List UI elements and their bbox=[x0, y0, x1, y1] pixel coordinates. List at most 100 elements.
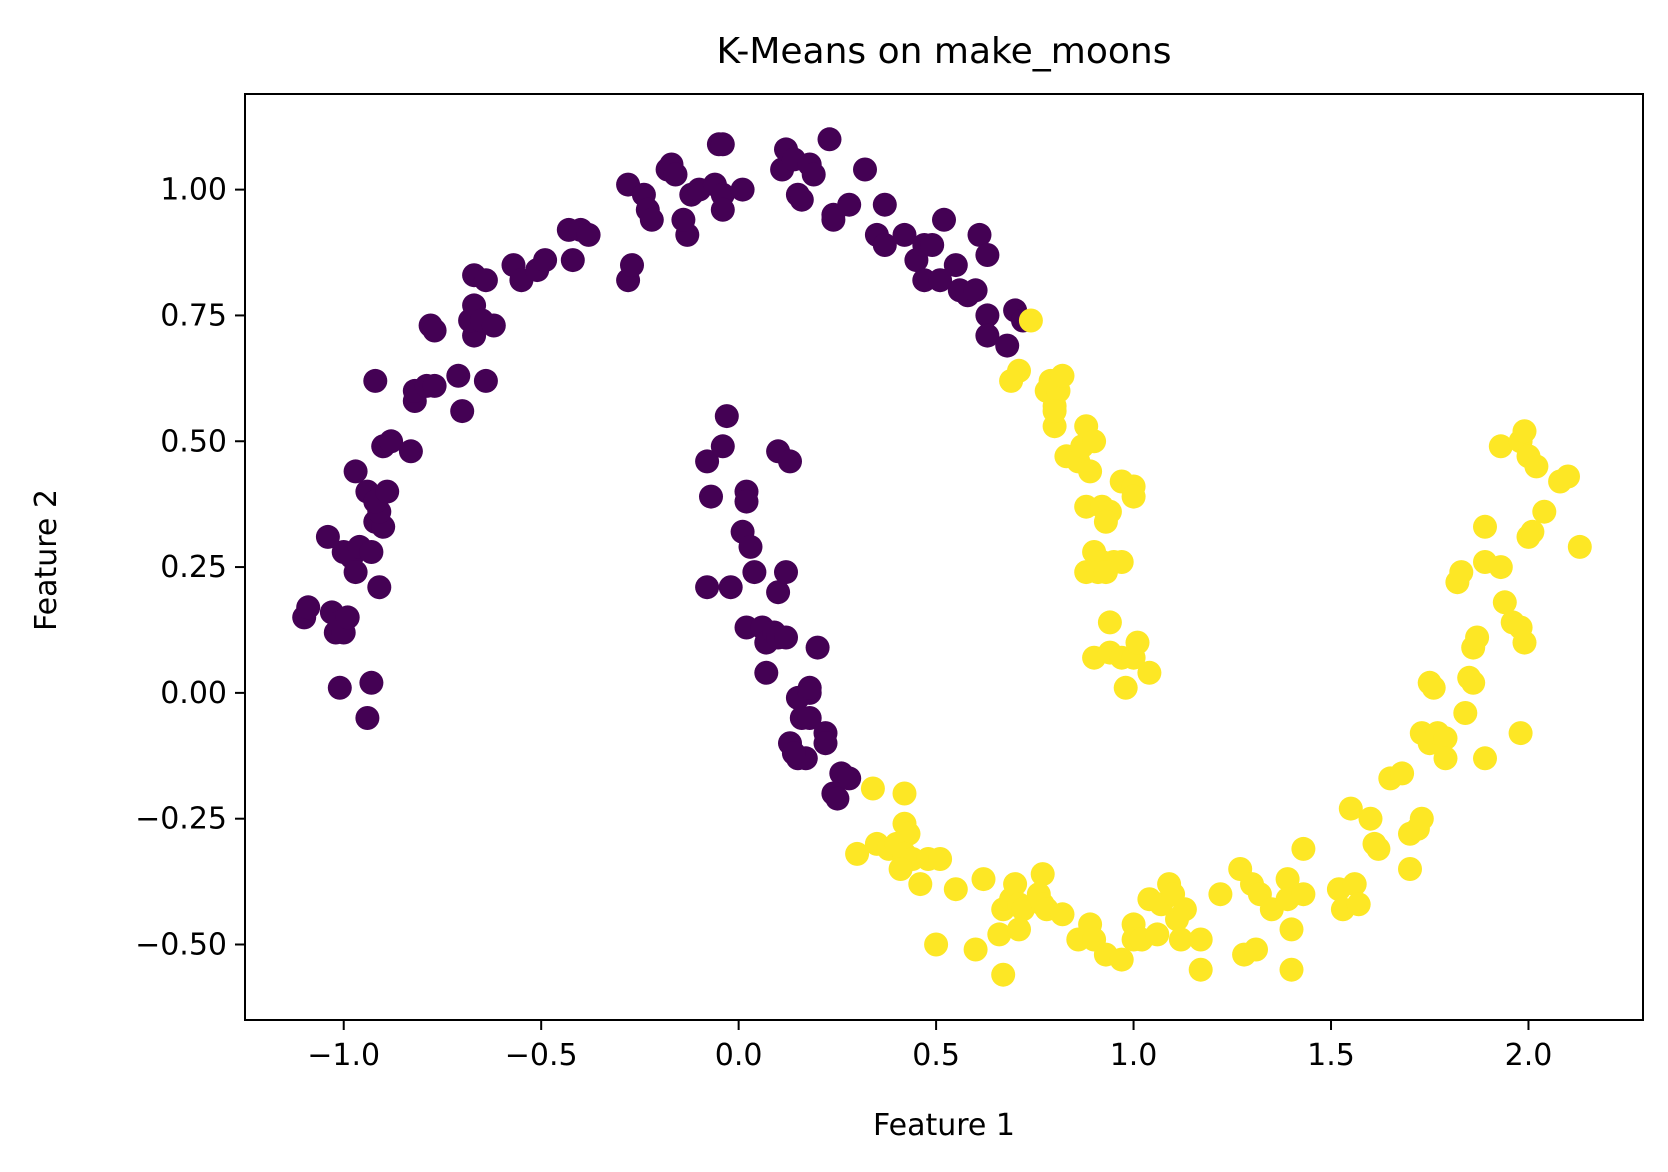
cluster-1-point bbox=[1030, 862, 1055, 887]
cluster-0-point bbox=[327, 675, 352, 700]
x-tick-label: −0.5 bbox=[505, 1038, 578, 1073]
cluster-0-point bbox=[695, 575, 720, 600]
x-tick-label: 0.5 bbox=[912, 1038, 960, 1073]
cluster-0-point bbox=[813, 731, 838, 756]
cluster-1-point bbox=[845, 841, 870, 866]
cluster-1-point bbox=[1113, 675, 1138, 700]
cluster-0-point bbox=[375, 479, 400, 504]
cluster-1-point bbox=[1050, 902, 1075, 927]
cluster-0-point bbox=[695, 449, 720, 474]
cluster-1-point bbox=[1512, 419, 1537, 444]
cluster-1-point bbox=[1050, 363, 1075, 388]
cluster-1-point bbox=[1409, 806, 1434, 831]
cluster-1-point bbox=[860, 776, 885, 801]
cluster-1-point bbox=[1524, 454, 1549, 479]
cluster-0-point bbox=[639, 207, 664, 232]
cluster-1-point bbox=[1244, 937, 1268, 962]
cluster-0-point bbox=[932, 207, 956, 232]
cluster-0-point bbox=[734, 489, 759, 514]
x-tick-label: 1.5 bbox=[1307, 1038, 1355, 1073]
cluster-1-point bbox=[1398, 857, 1422, 881]
cluster-1-point bbox=[928, 847, 953, 871]
cluster-0-point bbox=[446, 363, 471, 388]
cluster-1-point bbox=[1358, 806, 1383, 831]
cluster-1-point bbox=[1042, 399, 1067, 424]
cluster-0-point bbox=[718, 575, 743, 600]
cluster-0-point bbox=[805, 635, 830, 660]
y-tick-label: 0.50 bbox=[160, 424, 227, 459]
cluster-1-point bbox=[1390, 761, 1415, 786]
y-tick-label: −0.25 bbox=[135, 802, 227, 837]
cluster-1-point bbox=[1208, 882, 1233, 907]
cluster-0-point bbox=[710, 434, 735, 459]
cluster-0-point bbox=[975, 323, 1000, 348]
cluster-1-point bbox=[1078, 459, 1103, 484]
y-tick-label: −0.50 bbox=[135, 928, 227, 963]
cluster-0-point bbox=[714, 404, 739, 429]
x-tick-label: 2.0 bbox=[1505, 1038, 1553, 1073]
cluster-1-point bbox=[1473, 746, 1497, 771]
cluster-1-point bbox=[1338, 796, 1363, 821]
cluster-1-point bbox=[1342, 872, 1367, 897]
cluster-1-point bbox=[1093, 560, 1118, 585]
chart-title: K-Means on make_moons bbox=[717, 31, 1172, 72]
cluster-1-point bbox=[1488, 434, 1513, 459]
cluster-0-point bbox=[774, 625, 798, 650]
x-tick-label: −1.0 bbox=[307, 1038, 380, 1073]
cluster-1-point bbox=[924, 932, 949, 957]
cluster-0-point bbox=[754, 660, 779, 685]
cluster-1-point bbox=[1011, 897, 1035, 922]
cluster-1-point bbox=[1291, 836, 1316, 861]
cluster-0-point bbox=[825, 786, 850, 811]
cluster-1-point bbox=[1018, 308, 1043, 333]
cluster-0-point bbox=[355, 706, 380, 730]
cluster-1-point bbox=[987, 922, 1012, 947]
cluster-1-point bbox=[1003, 872, 1028, 897]
cluster-0-point bbox=[928, 268, 953, 293]
cluster-1-point bbox=[963, 937, 988, 962]
cluster-0-point bbox=[422, 373, 447, 398]
cluster-0-point bbox=[742, 560, 767, 585]
cluster-0-point bbox=[797, 706, 822, 730]
cluster-0-point bbox=[817, 127, 842, 152]
cluster-1-point bbox=[1346, 892, 1371, 917]
cluster-1-point bbox=[892, 781, 917, 806]
cluster-0-point bbox=[821, 207, 846, 232]
cluster-1-point bbox=[1188, 927, 1213, 952]
cluster-0-point bbox=[920, 233, 945, 257]
cluster-1-point bbox=[1168, 927, 1193, 952]
cluster-0-point bbox=[710, 197, 735, 222]
cluster-1-point bbox=[1421, 675, 1446, 700]
cluster-1-point bbox=[1097, 610, 1122, 635]
y-tick-label: 1.00 bbox=[160, 173, 227, 208]
y-tick-label: 0.25 bbox=[160, 550, 227, 585]
cluster-1-point bbox=[1007, 917, 1031, 942]
cluster-0-point bbox=[473, 268, 498, 293]
cluster-0-point bbox=[967, 222, 992, 247]
cluster-1-point bbox=[1556, 464, 1580, 489]
y-tick-label: 0.75 bbox=[160, 298, 227, 333]
cluster-0-point bbox=[699, 484, 723, 509]
cluster-1-point bbox=[943, 877, 968, 902]
cluster-0-point bbox=[473, 368, 498, 393]
cluster-1-point bbox=[1145, 922, 1170, 947]
cluster-0-point bbox=[481, 313, 506, 338]
cluster-0-point bbox=[872, 233, 897, 257]
cluster-0-point bbox=[398, 439, 423, 464]
cluster-0-point bbox=[738, 534, 763, 559]
cluster-0-point bbox=[837, 192, 862, 217]
cluster-0-point bbox=[892, 222, 917, 247]
cluster-1-point bbox=[991, 962, 1016, 987]
cluster-0-point bbox=[663, 162, 688, 187]
cluster-1-point bbox=[1567, 534, 1592, 559]
cluster-1-point bbox=[971, 867, 996, 892]
x-tick-label: 0.0 bbox=[715, 1038, 763, 1073]
cluster-1-point bbox=[1488, 555, 1513, 580]
cluster-0-point bbox=[363, 368, 388, 393]
cluster-0-point bbox=[797, 675, 822, 700]
cluster-0-point bbox=[801, 162, 826, 187]
cluster-1-point bbox=[908, 872, 933, 897]
cluster-0-point bbox=[995, 333, 1020, 358]
cluster-0-point bbox=[533, 248, 558, 273]
cluster-0-point bbox=[774, 560, 798, 585]
